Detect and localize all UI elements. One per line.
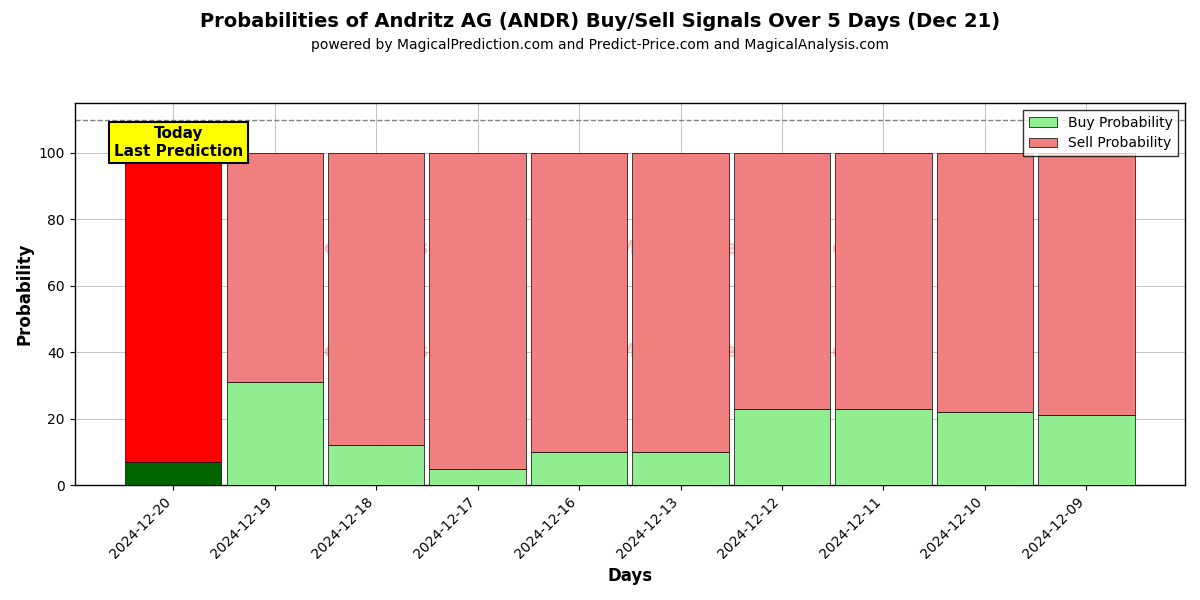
X-axis label: Days: Days (607, 567, 653, 585)
Text: Today
Last Prediction: Today Last Prediction (114, 126, 244, 158)
Text: powered by MagicalPrediction.com and Predict-Price.com and MagicalAnalysis.com: powered by MagicalPrediction.com and Pre… (311, 38, 889, 52)
Legend: Buy Probability, Sell Probability: Buy Probability, Sell Probability (1024, 110, 1178, 156)
Bar (1038, 153, 1134, 415)
Bar (937, 412, 1033, 485)
Bar (430, 153, 526, 469)
Bar (734, 153, 830, 409)
Bar (227, 153, 323, 382)
Bar (328, 153, 425, 445)
Bar (632, 452, 728, 485)
Bar (125, 462, 222, 485)
Bar (1038, 415, 1134, 485)
Text: MagicalAnalysis.com: MagicalAnalysis.com (271, 342, 499, 361)
Bar (937, 153, 1033, 412)
Bar (125, 153, 222, 462)
Bar (530, 153, 628, 452)
Bar (835, 409, 931, 485)
Bar (430, 469, 526, 485)
Bar (227, 382, 323, 485)
Bar (530, 452, 628, 485)
Bar (835, 153, 931, 409)
Text: Probabilities of Andritz AG (ANDR) Buy/Sell Signals Over 5 Days (Dec 21): Probabilities of Andritz AG (ANDR) Buy/S… (200, 12, 1000, 31)
Bar (328, 445, 425, 485)
Bar (734, 409, 830, 485)
Text: MagicalPrediction.com: MagicalPrediction.com (616, 239, 865, 258)
Y-axis label: Probability: Probability (16, 243, 34, 346)
Text: MagicalAnalysis.com: MagicalAnalysis.com (271, 239, 499, 258)
Bar (632, 153, 728, 452)
Text: MagicalPrediction.com: MagicalPrediction.com (616, 342, 865, 361)
